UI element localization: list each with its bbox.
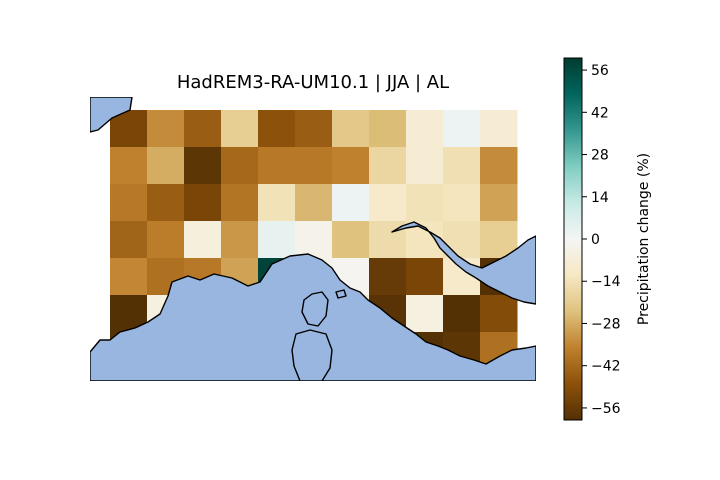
- colorbar-tick-label: 42: [591, 105, 609, 121]
- grid-cell: [147, 110, 185, 148]
- grid-cell: [369, 184, 407, 222]
- grid-cell: [184, 221, 222, 259]
- colorbar-ticks: 56 42 28 14 0 −14 −28 −42 −56: [582, 63, 621, 417]
- grid-cell: [147, 221, 185, 259]
- alps-top-left-land: [90, 97, 133, 133]
- grid-cell: [480, 110, 518, 148]
- grid-cell: [295, 147, 333, 185]
- grid-cell: [332, 184, 370, 222]
- grid-cell: [480, 184, 518, 222]
- grid-cell: [406, 147, 444, 185]
- grid-cell: [332, 110, 370, 148]
- grid-cell: [110, 258, 148, 296]
- grid-cell: [332, 221, 370, 259]
- grid-cell: [184, 184, 222, 222]
- map-axes: [90, 97, 536, 381]
- elba-island: [335, 289, 347, 299]
- grid-cell: [258, 110, 296, 148]
- grid-cell: [443, 295, 481, 333]
- colorbar: 56 42 28 14 0 −14 −28 −42 −56 Precipitation chan…: [563, 57, 652, 421]
- grid-cell: [480, 147, 518, 185]
- grid-cell: [184, 110, 222, 148]
- grid-cell: [406, 295, 444, 333]
- corsica-island: [301, 291, 329, 327]
- grid-cell: [184, 147, 222, 185]
- grid-cell: [110, 221, 148, 259]
- colorbar-label: Precipitation change (%): [636, 153, 652, 325]
- sardinia-island: [291, 329, 333, 381]
- grid-cell: [369, 147, 407, 185]
- grid-cell: [110, 184, 148, 222]
- map-title: HadREM3-RA-UM10.1 | JJA | AL: [177, 72, 449, 93]
- grid-cell: [221, 147, 259, 185]
- grid-cell: [295, 110, 333, 148]
- grid-cell: [369, 258, 407, 296]
- grid-cell: [443, 184, 481, 222]
- colorbar-tick-label: −56: [591, 401, 621, 417]
- grid-cell: [110, 147, 148, 185]
- grid-cell: [221, 110, 259, 148]
- grid-cell: [369, 110, 407, 148]
- grid-cell: [295, 221, 333, 259]
- colorbar-tick-label: 28: [591, 148, 609, 164]
- grid-cell: [406, 110, 444, 148]
- colorbar-gradient: [563, 57, 583, 421]
- grid-cell: [295, 184, 333, 222]
- grid-cell: [443, 147, 481, 185]
- grid-cell: [406, 184, 444, 222]
- grid-cell: [443, 110, 481, 148]
- grid-cell: [147, 147, 185, 185]
- grid-cell: [258, 221, 296, 259]
- colorbar-tick-label: −28: [591, 316, 621, 332]
- colorbar-tick-label: 56: [591, 63, 609, 79]
- colorbar-tick-label: −14: [591, 274, 621, 290]
- grid-cell: [406, 258, 444, 296]
- grid-cell: [258, 147, 296, 185]
- grid-cell: [221, 221, 259, 259]
- grid-cell: [221, 184, 259, 222]
- grid-cell: [332, 147, 370, 185]
- colorbar-tick-label: 14: [591, 190, 609, 206]
- colorbar-tick-label: −42: [591, 359, 621, 375]
- colorbar-tick-label: 0: [591, 232, 600, 248]
- adriatic-coast: [391, 221, 536, 305]
- grid-cell: [480, 295, 518, 333]
- grid-cell: [147, 184, 185, 222]
- grid-cell: [258, 184, 296, 222]
